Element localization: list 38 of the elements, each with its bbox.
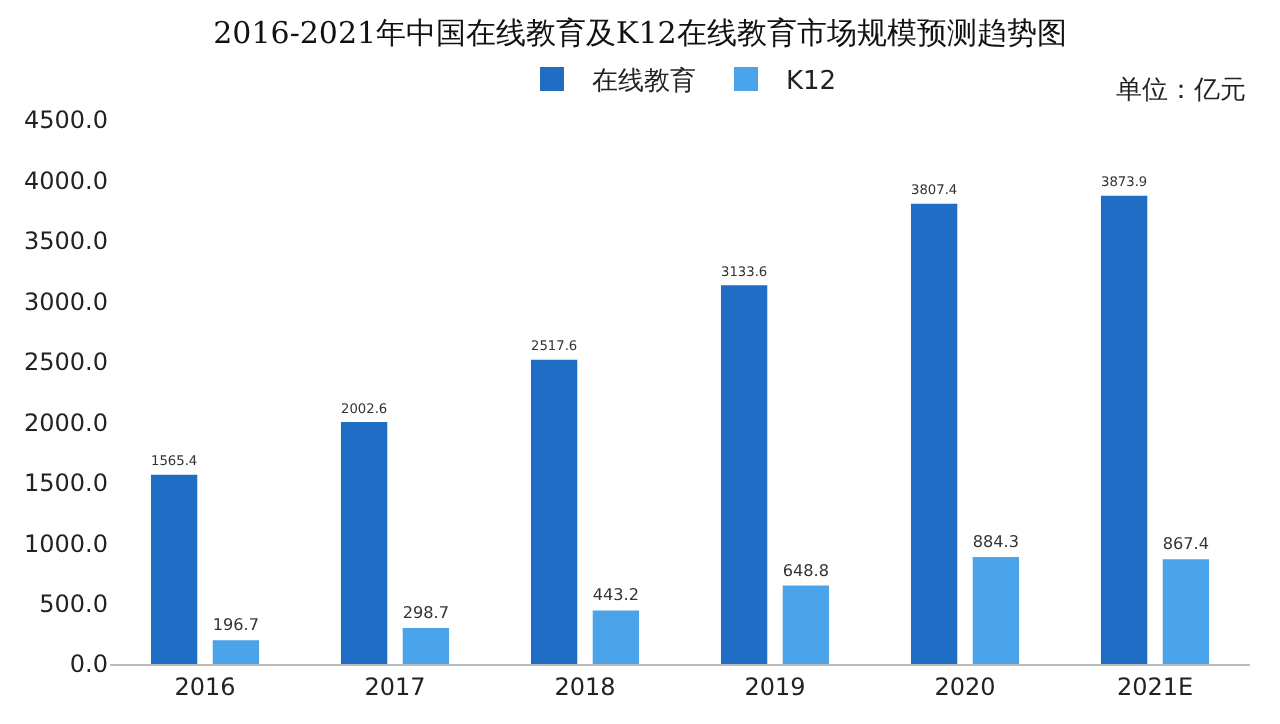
x-tick-label: 2018 [554,672,616,701]
bar [972,557,1020,664]
legend-label: 在线教育 [592,65,696,98]
data-label: 298.7 [402,601,450,622]
bar [212,640,260,664]
bar [150,474,198,664]
y-tick-label: 2500.0 [24,348,108,377]
data-label: 867.4 [1162,533,1210,554]
legend-label: K12 [786,67,837,98]
bar [1162,559,1210,664]
bar [910,203,958,664]
chart-title: 2016-2021年中国在线教育及K12在线教育市场规模预测趋势图 [213,14,1067,51]
bar [592,610,640,664]
data-label: 443.2 [592,584,640,605]
data-label: 648.8 [782,559,830,580]
bar [782,585,830,664]
bar [1100,195,1148,664]
y-tick-label: 1000.0 [24,529,108,558]
x-tick-label: 2019 [744,672,806,701]
bar [530,359,578,664]
y-tick-label: 0.0 [69,650,108,679]
y-tick-label: 4000.0 [24,166,108,195]
y-tick-label: 4500.0 [24,106,108,135]
y-tick-label: 2000.0 [24,408,108,437]
x-tick-label: 2021E [1116,672,1194,701]
data-label: 884.3 [972,531,1020,552]
y-tick-label: 500.0 [39,589,108,618]
y-tick-label: 3500.0 [24,227,108,256]
x-tick-label: 2017 [364,672,426,701]
data-label: 196.7 [212,614,260,635]
x-tick-label: 2020 [934,672,996,701]
y-tick-label: 1500.0 [24,469,108,498]
bar [340,421,388,664]
bar [720,285,768,664]
x-tick-label: 2016 [174,672,236,701]
text: 单位：亿元 [1116,76,1246,106]
bar [402,627,450,664]
y-tick-label: 3000.0 [24,287,108,316]
